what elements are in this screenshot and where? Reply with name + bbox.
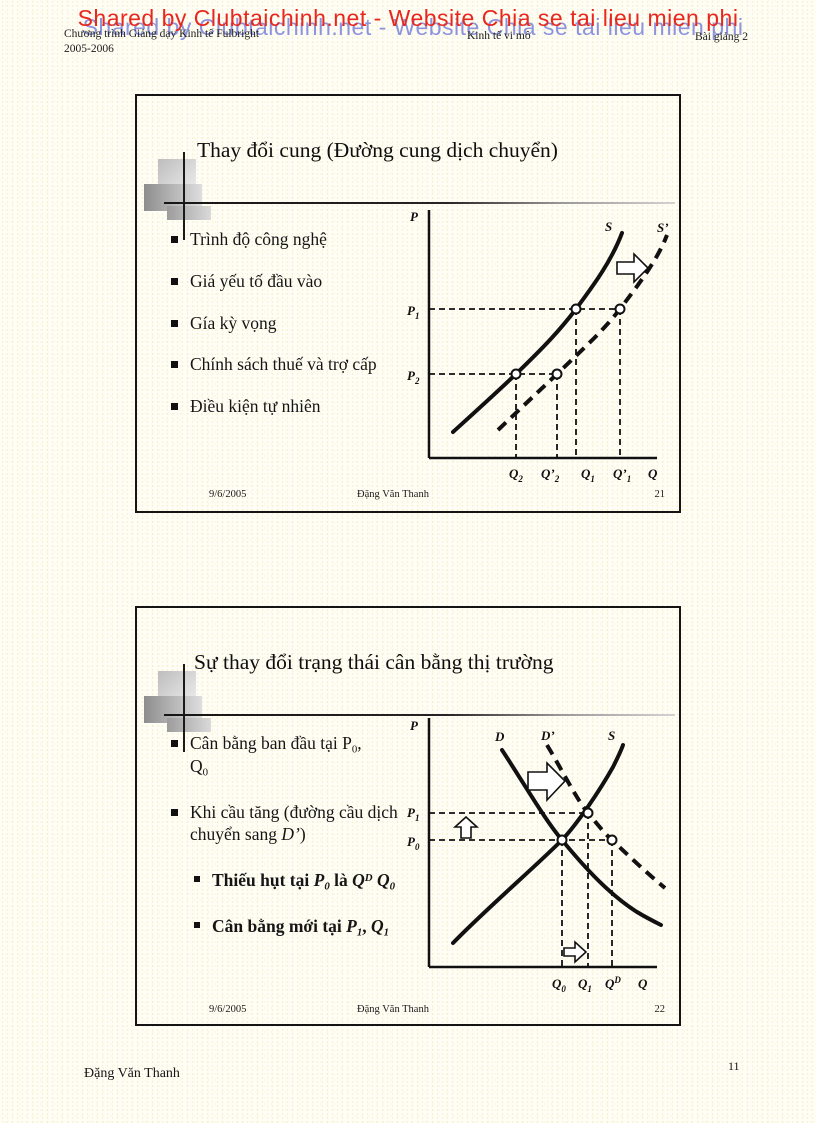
title-underline [164, 202, 675, 204]
d-shift-curve-label: D’ [540, 728, 555, 743]
list-item: Giá yếu tố đầu vào [171, 270, 403, 293]
p1-label: P1 [407, 303, 419, 321]
supply-shift-diagram: P Q S S’ P1 P2 Q2 Q’2 Q1 Q’1 [407, 209, 669, 484]
bullet-list: Cân bằng ban đầu tại P0, Q0 Khi cầu tăng… [171, 732, 409, 961]
slide-title: Thay đổi cung (Đường cung dịch chuyển) [197, 138, 558, 162]
shifted-supply-curve [496, 234, 669, 432]
deco-square-icon [158, 671, 196, 698]
sub-list-item: Cân bằng mới tại P1, Q1 [171, 915, 409, 938]
d-curve-label: D [494, 729, 505, 744]
bullet-square-icon [171, 808, 178, 816]
deco-square-icon [167, 718, 211, 732]
p-axis-label: P [410, 209, 419, 224]
slide-author: Đặng Văn Thanh [357, 489, 429, 500]
bullet-text: Điều kiện tự nhiên [190, 396, 321, 416]
point-q1-p1 [570, 303, 582, 315]
deco-vertical-line [183, 152, 185, 240]
slide-number: 21 [654, 489, 666, 500]
bullet-text: Giá yếu tố đầu vào [190, 270, 323, 291]
q-axis-label: Q [638, 976, 648, 991]
bullet-text: Trình độ công nghệ [190, 229, 327, 249]
new-equilibrium-point [582, 807, 594, 819]
slide-date: 9/6/2005 [209, 1004, 247, 1015]
bullet-square-icon [171, 403, 178, 410]
slide-title: Sự thay đổi trạng thái cân bằng thị trườ… [194, 650, 554, 674]
demand-curve [500, 748, 663, 927]
slide-21: Thay đổi cung (Đường cung dịch chuyển) T… [135, 94, 681, 513]
quantity-right-arrow-icon [563, 940, 588, 964]
q2p-label: Q’2 [541, 466, 560, 484]
p0-label: P0 [407, 834, 420, 852]
deco-vertical-line [183, 664, 185, 752]
list-item: Gía kỳ vọng [171, 312, 403, 335]
bullet-text: Thiếu hụt tại P0 là QD Q0 [212, 870, 396, 893]
point-q2-p2 [510, 368, 522, 380]
list-item: Cân bằng ban đầu tại P0, Q0 [171, 732, 409, 778]
slide-number: 22 [654, 1004, 666, 1015]
deco-square-icon [158, 159, 196, 186]
supply-curve [451, 743, 625, 945]
page-number: 11 [728, 1059, 740, 1073]
bullet-text: Gía kỳ vọng [190, 312, 277, 333]
deco-square-icon [167, 206, 211, 220]
point-q2p-p2 [551, 368, 563, 380]
header-subject: Kinh tế vi mô [467, 30, 531, 42]
equilibrium-change-diagram: P Q D D’ S P1 P0 Q0 Q1 QD [407, 718, 667, 994]
header-course: Chương trình Giảng dạy Kinh tế Fulbright [64, 28, 260, 40]
point-q1p-p1 [614, 303, 626, 315]
s-shift-curve-label: S’ [657, 220, 669, 235]
shifted-demand-curve [545, 743, 667, 890]
q0-label: Q0 [552, 976, 566, 994]
bullet-list: Trình độ công nghệ Giá yếu tố đầu vào Gí… [171, 228, 403, 437]
supply-curve [451, 231, 624, 434]
qd-label: QD [605, 975, 621, 991]
page-footer-author: Đặng Văn Thanh [84, 1066, 180, 1081]
list-item: Điều kiện tự nhiên [171, 395, 403, 418]
slide-22: Sự thay đổi trạng thái cân bằng thị trườ… [135, 606, 681, 1026]
list-item: Trình độ công nghệ [171, 228, 403, 251]
q1-label: Q1 [581, 466, 595, 484]
bullet-square-icon [171, 361, 178, 369]
s-curve-label: S [605, 219, 612, 234]
bullet-square-icon [171, 740, 178, 747]
sub-list-item: Thiếu hụt tại P0 là QD Q0 [171, 869, 409, 892]
q1p-label: Q’1 [613, 466, 631, 484]
title-underline [164, 714, 675, 716]
list-item: Khi cầu tăng (đường cầu dịch chuyển sang… [171, 801, 409, 847]
watermark-shadow-text: Shared by Clubtaichinh.net - Website Chi… [82, 14, 744, 40]
bullet-square-icon [171, 319, 178, 327]
quantity-demanded-point [606, 834, 618, 846]
bullet-text: Khi cầu tăng (đường cầu dịch chuyển sang… [190, 801, 398, 845]
bullet-text: Cân bằng ban đầu tại P0, Q0 [190, 733, 362, 778]
q1-label: Q1 [578, 976, 592, 994]
header-lecture: Bài giảng 2 [695, 31, 749, 43]
q-axis-label: Q [648, 466, 658, 481]
p-axis-label: P [410, 718, 419, 733]
s-curve-label: S [608, 728, 615, 743]
price-up-arrow-icon [452, 815, 480, 839]
bullet-square-icon [171, 277, 178, 285]
watermark-text: Shared by Clubtaichinh.net - Website Chi… [77, 5, 739, 31]
slide-author: Đặng Văn Thanh [357, 1004, 429, 1015]
shift-right-arrow-icon [527, 761, 567, 803]
bullet-text: Cân bằng mới tại P1, Q1 [212, 915, 390, 938]
bullet-square-icon [194, 921, 200, 928]
bullet-square-icon [194, 876, 200, 882]
q2-label: Q2 [509, 466, 523, 484]
bullet-square-icon [171, 236, 178, 243]
header-years: 2005-2006 [64, 43, 114, 55]
list-item: Chính sách thuế và trợ cấp [171, 353, 403, 376]
initial-equilibrium-point [556, 834, 568, 846]
slide-date: 9/6/2005 [209, 489, 247, 500]
bullet-text: Chính sách thuế và trợ cấp [190, 354, 377, 375]
p1-label: P1 [407, 805, 419, 823]
p2-label: P2 [407, 368, 420, 386]
shift-right-arrow-icon [616, 252, 650, 284]
